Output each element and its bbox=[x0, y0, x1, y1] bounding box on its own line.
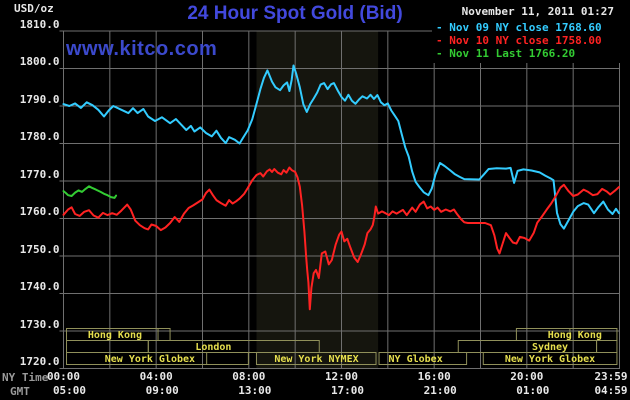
session-box bbox=[255, 352, 377, 365]
session-label: New York Globex bbox=[104, 353, 196, 365]
session-box bbox=[66, 340, 149, 353]
plot-border bbox=[63, 30, 620, 369]
x-tick-label-gmt: 01:00 bbox=[516, 384, 550, 397]
y-tick-label: 1800.0 bbox=[19, 55, 60, 68]
session-label: Hong Kong bbox=[547, 329, 602, 341]
chart-title: 24 Hour Spot Gold (Bid) bbox=[187, 3, 403, 24]
x-tick-label-ny: 12:00 bbox=[324, 370, 359, 383]
session-label: New York Globex bbox=[504, 353, 596, 365]
x-tick-label-ny: 16:00 bbox=[417, 370, 451, 383]
session-label: Hong Kong bbox=[87, 329, 143, 341]
datetime-label: November 11, 2011 01:27 bbox=[461, 5, 614, 18]
y-tick-label: 1790.0 bbox=[19, 92, 60, 106]
ny-time-axis-label: NY Time bbox=[2, 371, 49, 384]
y-tick-label: 1740.0 bbox=[19, 280, 60, 293]
x-tick-label-gmt: 13:00 bbox=[238, 384, 272, 397]
session-box bbox=[596, 340, 618, 353]
session-label: London bbox=[195, 341, 232, 353]
y-tick-label: 1750.0 bbox=[19, 242, 60, 256]
y-tick-label: 1730.0 bbox=[19, 317, 60, 331]
kitco-watermark-link[interactable]: www.kitco.com bbox=[66, 38, 218, 60]
x-tick-label-ny: 04:00 bbox=[139, 370, 173, 383]
x-tick-label-gmt: 09:00 bbox=[145, 384, 179, 397]
session-label: NY Globex bbox=[388, 353, 443, 365]
x-tick-label-ny: 08:00 bbox=[232, 370, 266, 383]
x-tick-label-gmt: 05:00 bbox=[52, 384, 87, 397]
price-line-nov-10 bbox=[62, 166, 620, 311]
x-tick-label-ny: 00:00 bbox=[46, 370, 81, 383]
session-box bbox=[378, 352, 468, 365]
legend-nov10: - Nov 10 NY close 1758.00 bbox=[436, 34, 602, 47]
session-label: New York NYMEX bbox=[274, 353, 359, 365]
session-box bbox=[66, 352, 249, 365]
y-tick-label: 1810.0 bbox=[19, 17, 60, 31]
x-tick-label-gmt: 21:00 bbox=[423, 384, 457, 397]
x-tick-label-ny: 20:00 bbox=[510, 370, 544, 383]
legend-nov09: - Nov 09 NY close 1768.60 bbox=[436, 21, 602, 34]
session-box bbox=[482, 352, 618, 365]
legend-box: - Nov 09 NY close 1768.60 - Nov 10 NY cl… bbox=[432, 19, 630, 63]
y-axis-unit-label: USD/oz bbox=[14, 2, 54, 15]
session-label: Sydney bbox=[531, 341, 569, 353]
session-box bbox=[457, 340, 598, 353]
x-tick-label-gmt: 17:00 bbox=[330, 384, 365, 397]
legend-nov11: - Nov 11 Last 1766.20 bbox=[436, 47, 576, 60]
price-line-nov-11 bbox=[62, 185, 118, 199]
x-tick-label-ny: 23:59 bbox=[594, 370, 628, 383]
gmt-axis-label: GMT bbox=[10, 385, 30, 398]
x-tick-label-gmt: 04:59 bbox=[594, 384, 628, 397]
y-tick-label: 1720.0 bbox=[19, 355, 60, 368]
price-line-nov-09 bbox=[62, 64, 620, 230]
y-tick-label: 1770.0 bbox=[19, 167, 60, 181]
session-shading-band bbox=[256, 31, 379, 369]
y-tick-label: 1760.0 bbox=[19, 205, 60, 218]
y-tick-label: 1780.0 bbox=[19, 130, 60, 143]
